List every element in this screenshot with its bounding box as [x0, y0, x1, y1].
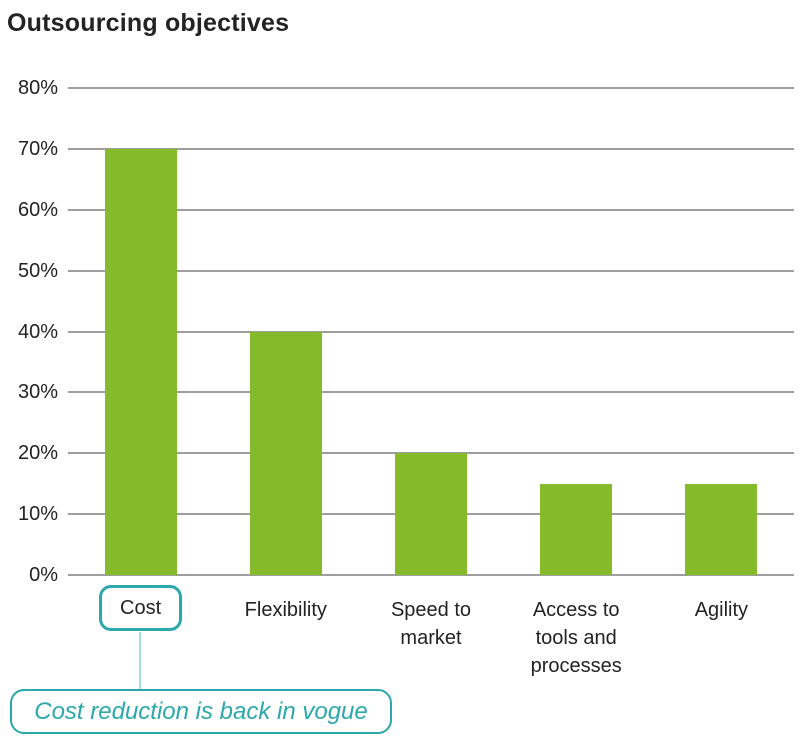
y-tick-label-50: 50% — [17, 259, 58, 282]
highlighted-category-box: Cost — [99, 585, 183, 631]
gridline-80 — [68, 87, 794, 89]
gridline-30 — [68, 391, 794, 394]
x-label-flexibility: Flexibility — [244, 599, 327, 621]
bar-cost — [104, 148, 177, 575]
gridline-0 — [68, 574, 794, 576]
callout-box: Cost reduction is back in vogue — [10, 689, 392, 734]
callout-connector-line — [139, 632, 141, 690]
bar-agility — [685, 483, 758, 575]
y-tick-label-40: 40% — [17, 320, 58, 343]
x-axis-labels: Cost Flexibility Speed to market Access to … — [68, 575, 794, 685]
x-label-agility: Agility — [694, 599, 749, 621]
y-axis: 80% 70% 60% 50% 40% 30% 20% 10% 0% — [0, 77, 58, 586]
plot-area — [68, 87, 794, 576]
bar-flexibility — [249, 331, 322, 575]
y-tick-label-30: 30% — [17, 381, 58, 404]
y-tick-label-0: 0% — [29, 564, 58, 586]
callout-text: Cost reduction is back in vogue — [34, 697, 368, 725]
gridline-40 — [68, 330, 794, 333]
bar-access-to-tools-and-processes — [540, 483, 613, 575]
gridline-70 — [68, 147, 794, 150]
y-tick-label-70: 70% — [17, 137, 58, 160]
chart-title: Outsourcing objectives — [7, 9, 290, 37]
y-tick-label-20: 20% — [17, 442, 58, 465]
x-label-speed-to-market: Speed to market — [390, 599, 472, 649]
bar-speed-to-market — [395, 453, 467, 575]
x-label-access-to-tools-and-processes: Access to tools and processes — [530, 599, 622, 677]
y-tick-label-10: 10% — [17, 503, 58, 526]
gridline-60 — [68, 208, 794, 211]
x-label-cost: Cost — [68, 575, 213, 631]
gridline-50 — [68, 269, 794, 272]
y-tick-label-80: 80% — [17, 77, 58, 99]
y-tick-label-60: 60% — [17, 198, 58, 221]
